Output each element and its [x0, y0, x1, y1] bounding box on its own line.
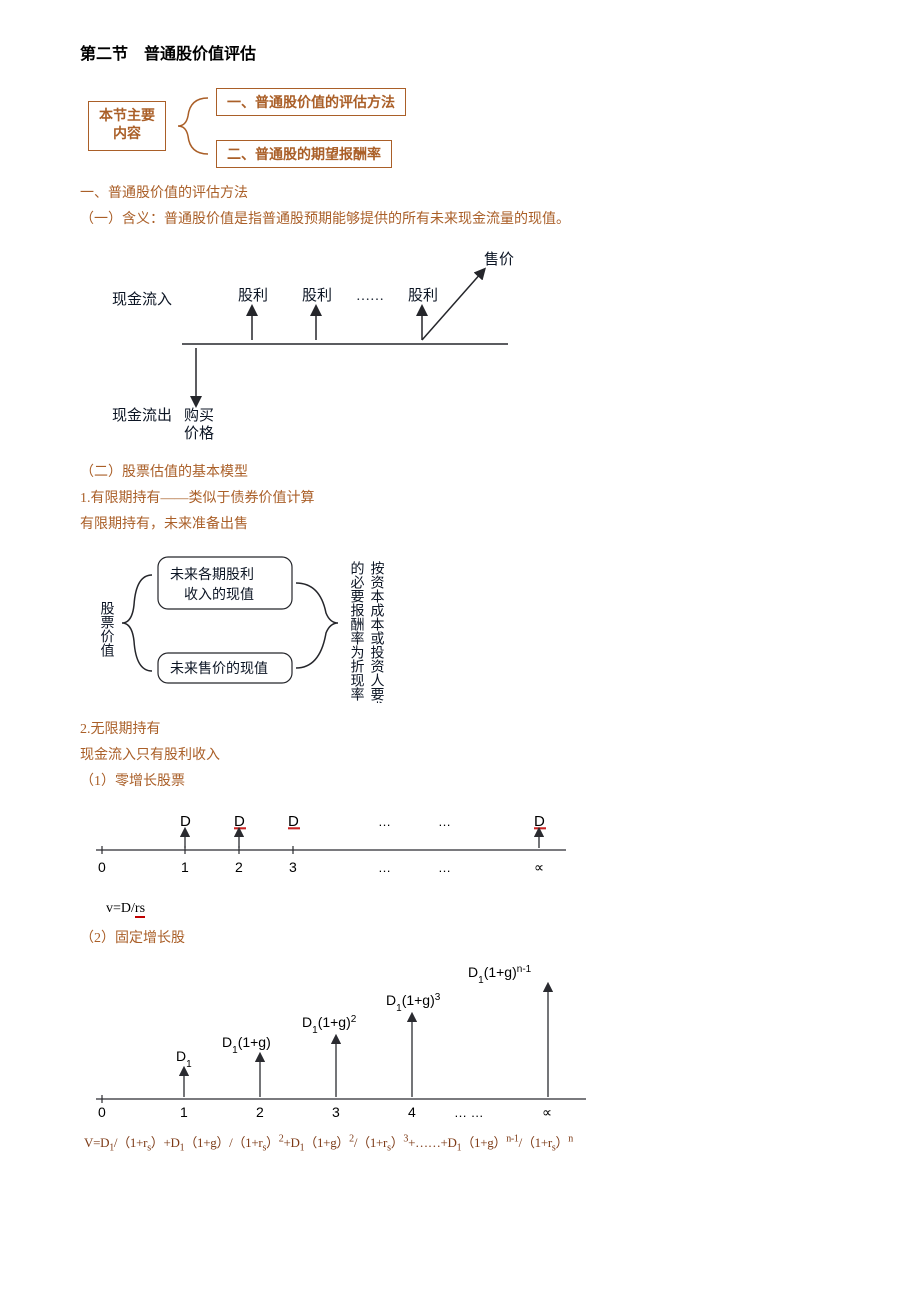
- formula-v-plain: v=D/: [106, 901, 135, 916]
- gd-t5: … …: [454, 1105, 484, 1120]
- stock-value-svg: 股票价值 未来各期股利 收入的现值 未来售价的现值 的必要报酬率为折现率 按资本…: [88, 543, 448, 703]
- section-title: 第二节 普通股价值评估: [80, 40, 860, 64]
- summary-left-line1: 本节主要: [99, 108, 155, 126]
- gd-t4: 4: [408, 1104, 416, 1120]
- cf-div2: 股利: [302, 287, 332, 304]
- sv-left-label: 股票价值: [99, 601, 115, 657]
- heading-1: 一、普通股价值的评估方法: [80, 182, 860, 202]
- growth-diagram: D1 D1(1+g) D1(1+g)2 D1(1+g)3 D1(1+g)n-1 …: [88, 957, 860, 1126]
- zg-t1: 1: [181, 859, 189, 875]
- zg-dots1: …: [378, 814, 391, 829]
- zero-growth-diagram: D D D … … D 0 1 2 3 … … ∝: [88, 804, 860, 889]
- gd-l4: D1(1+g)3: [386, 992, 441, 1014]
- formula-v-rs: rs: [135, 901, 145, 917]
- summary-left-line2: 内容: [99, 126, 155, 144]
- sv-right-col1: 的必要报酬率为折现率: [349, 561, 365, 701]
- zero-growth-svg: D D D … … D 0 1 2 3 … … ∝: [88, 804, 588, 884]
- gd-l2: D1(1+g): [222, 1034, 271, 1056]
- gd-l3: D1(1+g)2: [302, 1014, 357, 1036]
- item-1-2-2: 2.无限期持有: [80, 718, 860, 738]
- formula-v: v=D/rs: [106, 901, 860, 917]
- zg-t0: 0: [98, 859, 106, 875]
- zg-t6: ∝: [534, 859, 544, 875]
- cf-dots: ……: [356, 289, 384, 304]
- cashflow-svg: 现金流入 股利 股利 …… 股利 售价 现金流出 购买 价格: [88, 242, 548, 442]
- growth-svg: D1 D1(1+g) D1(1+g)2 D1(1+g)3 D1(1+g)n-1 …: [88, 957, 608, 1121]
- zg-t3: 3: [289, 859, 297, 875]
- cf-saleprice: 售价: [484, 251, 514, 268]
- cf-divn: 股利: [408, 287, 438, 304]
- zg-t2: 2: [235, 859, 243, 875]
- zg-t5: …: [438, 860, 451, 875]
- cf-outflow-label: 现金流出: [112, 407, 172, 424]
- summary-box: 本节主要 内容 一、普通股价值的评估方法 二、普通股的期望报酬率: [88, 88, 860, 164]
- cashflow-diagram: 现金流入 股利 股利 …… 股利 售价 现金流出 购买 价格: [88, 242, 860, 447]
- item-1-2: （二）股票估值的基本模型: [80, 461, 860, 481]
- summary-bracket: 一、普通股价值的评估方法 二、普通股的期望报酬率: [172, 88, 492, 164]
- gd-t3: 3: [332, 1104, 340, 1120]
- gd-t2: 2: [256, 1104, 264, 1120]
- zg-dots2: …: [438, 814, 451, 829]
- sv-box1-l2: 收入的现值: [184, 587, 254, 603]
- item-1-2-2d: （2）固定增长股: [80, 927, 860, 947]
- gd-l5: D1(1+g)n-1: [468, 964, 532, 986]
- item-1-2-1b: 有限期持有，未来准备出售: [80, 513, 860, 533]
- zg-d1: D: [180, 813, 191, 830]
- final-formula: V=D1/（1+rs）+D1（1+g）/（1+rs）2+D1（1+g）2/（1+…: [84, 1132, 860, 1154]
- sv-box1-l1: 未来各期股利: [170, 567, 254, 583]
- cf-buy2: 价格: [184, 425, 214, 442]
- gd-l1: D1: [176, 1048, 192, 1070]
- gd-t1: 1: [180, 1104, 188, 1120]
- cf-div1: 股利: [238, 287, 268, 304]
- item-1-2-1: 1.有限期持有——类似于债券价值计算: [80, 487, 860, 507]
- stock-value-diagram: 股票价值 未来各期股利 收入的现值 未来售价的现值 的必要报酬率为折现率 按资本…: [88, 543, 860, 708]
- bracket-svg: [172, 88, 222, 164]
- sv-box2: 未来售价的现值: [170, 661, 268, 677]
- cf-inflow-label: 现金流入: [112, 291, 172, 308]
- summary-left-box: 本节主要 内容: [88, 101, 166, 151]
- cf-buy1: 购买: [184, 407, 214, 424]
- summary-topic-1: 一、普通股价值的评估方法: [216, 88, 406, 116]
- item-1-2-2c: （1）零增长股票: [80, 770, 860, 790]
- gd-t0: 0: [98, 1104, 106, 1120]
- gd-t6: ∝: [542, 1104, 552, 1120]
- item-1-1: （一）含义：普通股价值是指普通股预期能够提供的所有未来现金流量的现值。: [80, 208, 860, 228]
- zg-t4: …: [378, 860, 391, 875]
- item-1-2-2b: 现金流入只有股利收入: [80, 744, 860, 764]
- summary-topic-2: 二、普通股的期望报酬率: [216, 140, 392, 168]
- sv-right-col2: 按资本成本或投资人要求: [369, 561, 385, 703]
